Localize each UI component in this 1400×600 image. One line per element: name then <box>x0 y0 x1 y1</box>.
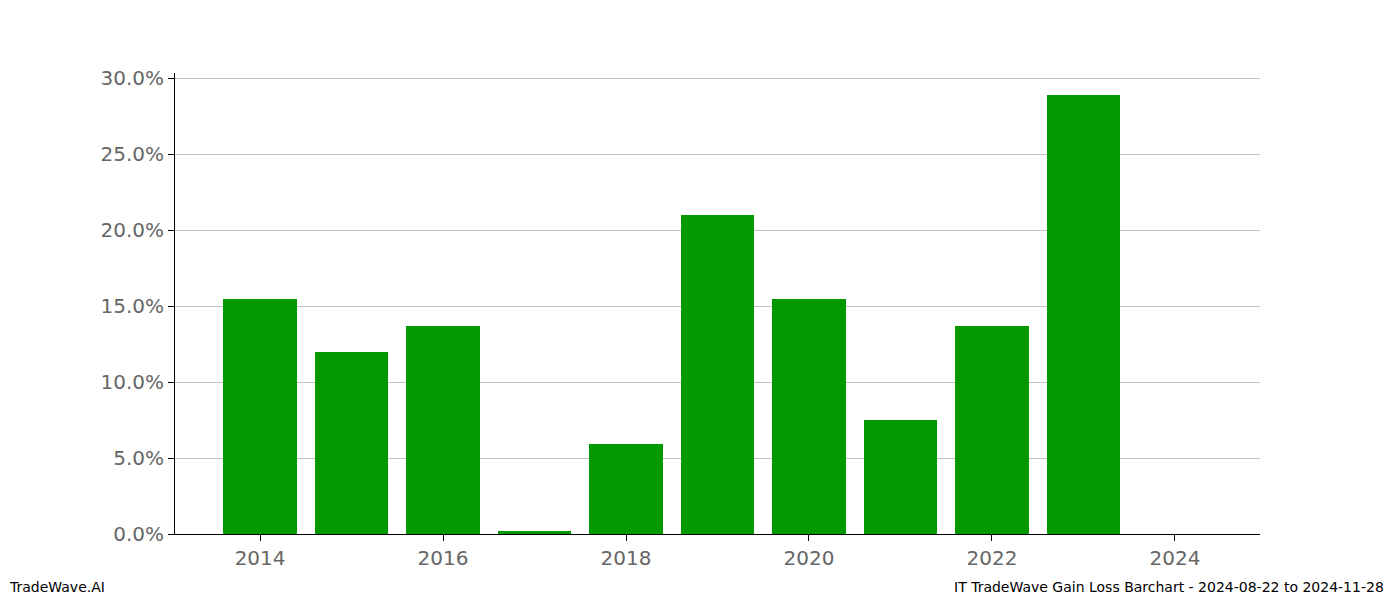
svg-text:2014: 2014 <box>235 546 286 570</box>
svg-text:TradeWave.AI: TradeWave.AI <box>9 579 105 595</box>
svg-text:5.0%: 5.0% <box>113 446 164 470</box>
svg-text:30.0%: 30.0% <box>100 66 164 90</box>
svg-text:10.0%: 10.0% <box>100 370 164 394</box>
svg-text:25.0%: 25.0% <box>100 142 164 166</box>
svg-text:2022: 2022 <box>966 546 1017 570</box>
svg-text:15.0%: 15.0% <box>100 294 164 318</box>
svg-text:0.0%: 0.0% <box>113 522 164 546</box>
svg-text:IT TradeWave Gain Loss Barchar: IT TradeWave Gain Loss Barchart - 2024-0… <box>954 579 1384 595</box>
svg-text:2024: 2024 <box>1149 546 1200 570</box>
svg-text:2020: 2020 <box>784 546 835 570</box>
svg-text:2018: 2018 <box>601 546 652 570</box>
svg-text:20.0%: 20.0% <box>100 218 164 242</box>
svg-text:2016: 2016 <box>418 546 469 570</box>
